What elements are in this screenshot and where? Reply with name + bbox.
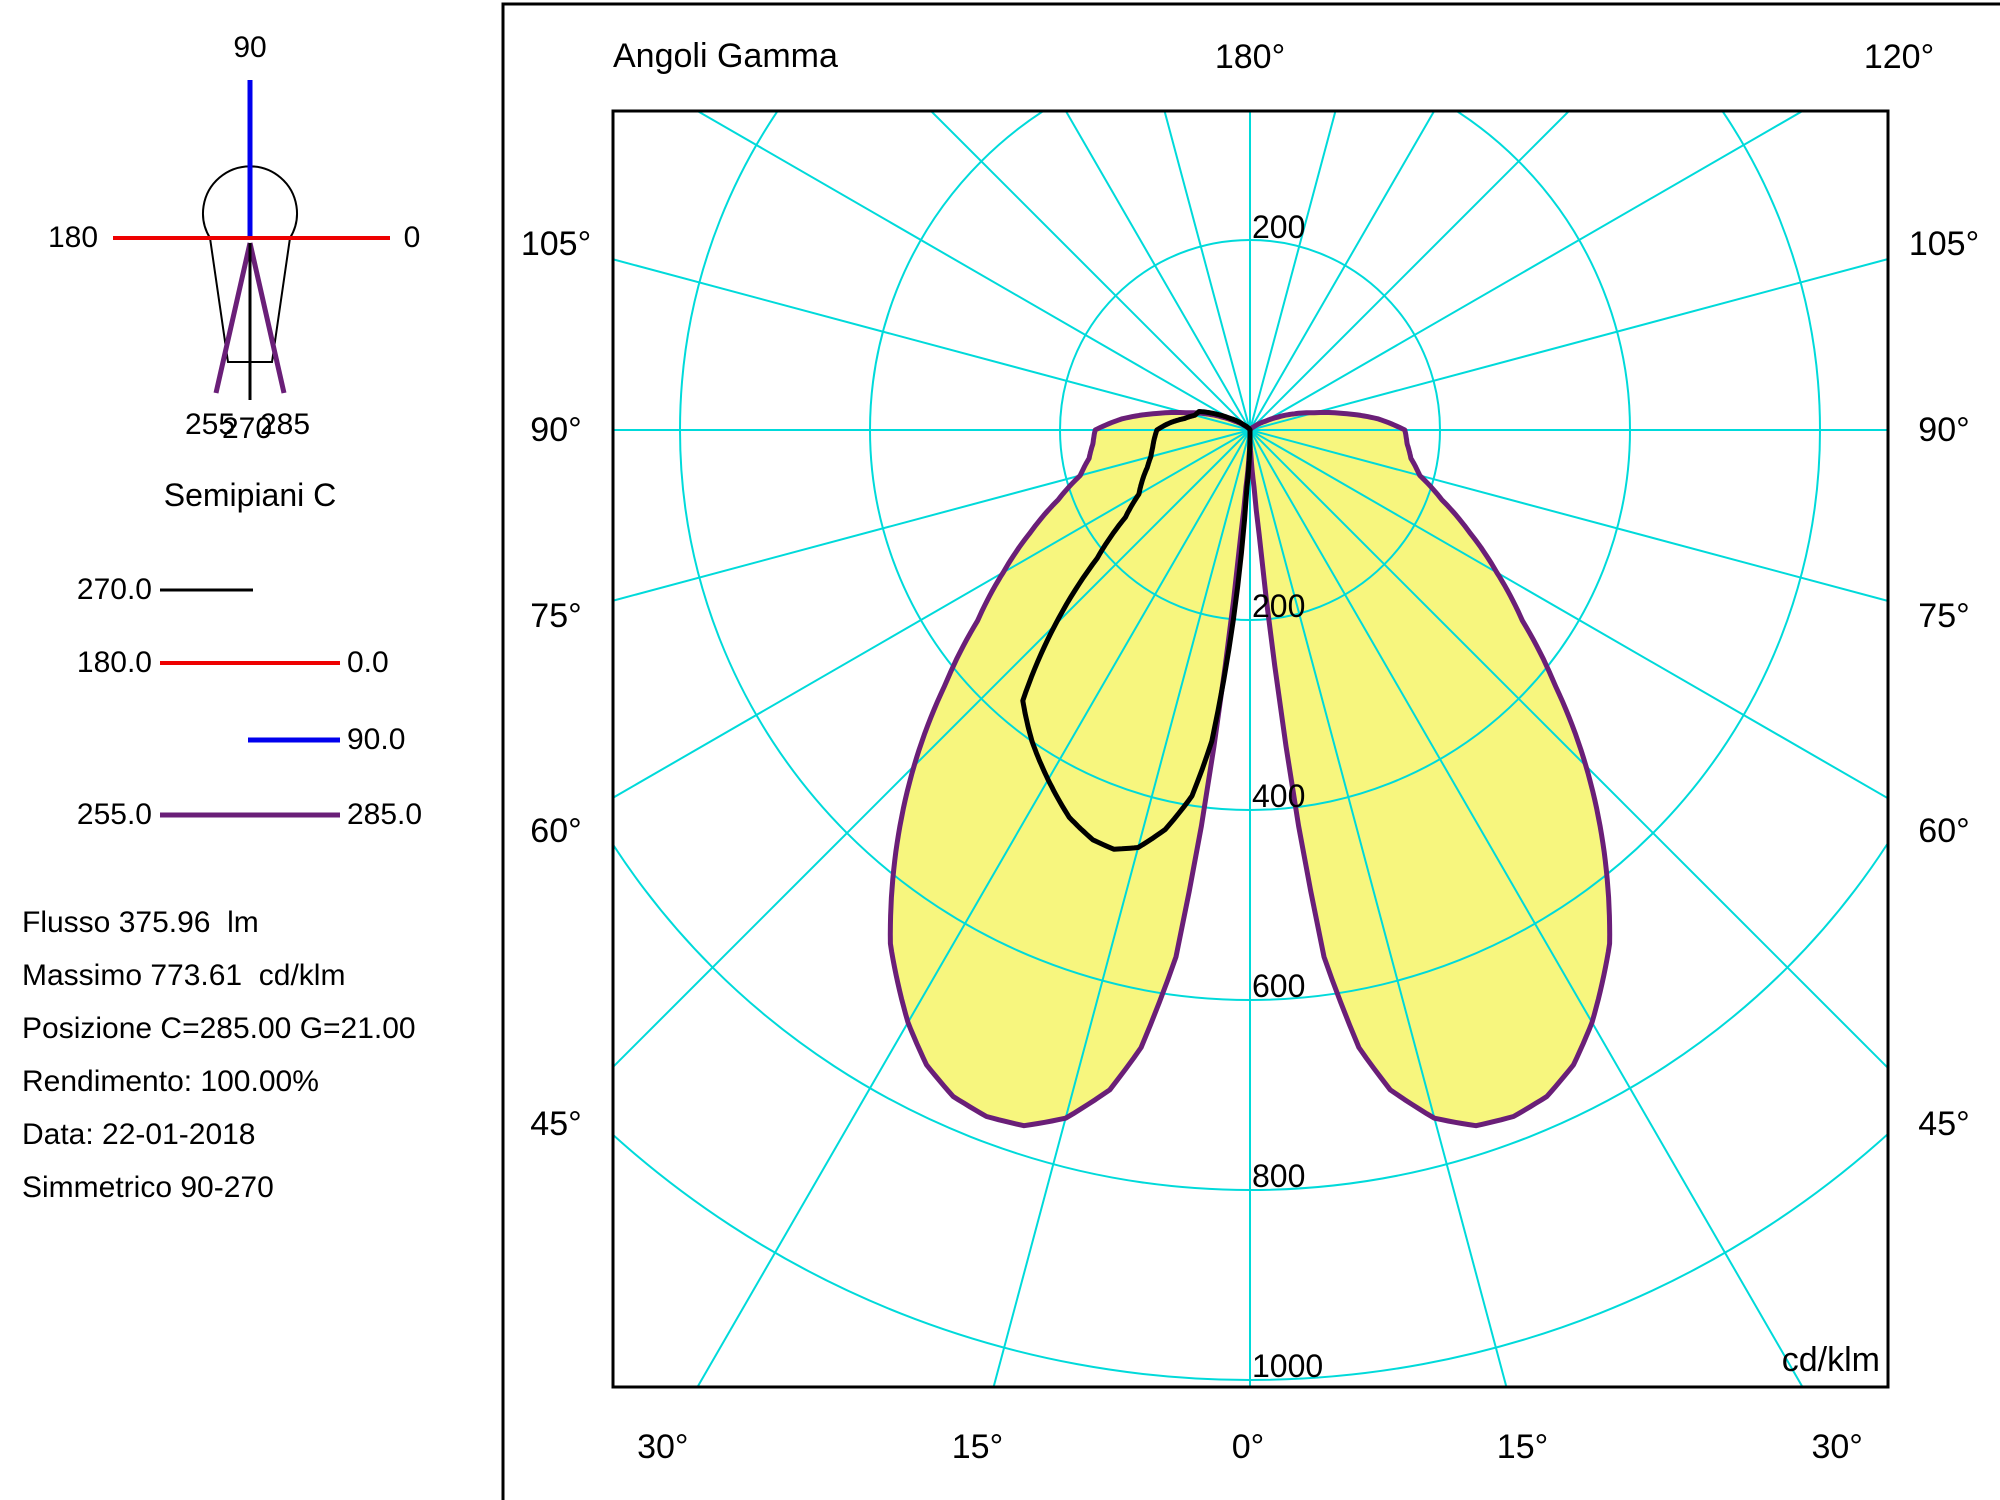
grid-ray xyxy=(614,429,1251,1068)
gamma-label-right-60: 60° xyxy=(1918,811,1970,850)
info-line-2: Posizione C=285.00 G=21.00 xyxy=(22,1012,416,1045)
grid-ray xyxy=(1249,112,1337,431)
c285-axis-line xyxy=(247,242,287,394)
grid-ray xyxy=(697,112,1251,431)
gamma-label-left-60: 60° xyxy=(530,811,582,850)
grid-ray xyxy=(1249,112,1570,431)
grid-ray xyxy=(930,112,1251,431)
info-line-3: Rendimento: 100.00% xyxy=(22,1065,319,1098)
gamma-label-top-120: 120° xyxy=(1863,38,1935,76)
gamma-label-bottom-right-15: 15° xyxy=(1496,1428,1549,1466)
lamp-label-180: 180 xyxy=(47,221,99,254)
lamp-label-270: 270 xyxy=(221,412,273,445)
gamma-label-right-105: 105° xyxy=(1908,225,1980,264)
grid-ray xyxy=(1249,429,1804,1386)
radial-label-200: 200 xyxy=(1252,588,1306,624)
lamp-label-255: 255 xyxy=(184,408,236,441)
gamma-label-bottom-left-15: 15° xyxy=(951,1428,1004,1466)
legend-label-270.0: 270.0 xyxy=(76,573,152,606)
semipiani-title: Semipiani C xyxy=(163,477,337,513)
grid-ray xyxy=(1065,112,1251,431)
legend-label-180.0: 180.0 xyxy=(76,646,152,679)
grid-ray xyxy=(696,429,1251,1386)
gamma-label-left-75: 75° xyxy=(530,596,582,635)
grid-ray xyxy=(1249,258,1887,431)
gamma-label-right-75: 75° xyxy=(1918,596,1970,635)
grid-ray xyxy=(1249,112,1435,431)
unit-label: cd/klm xyxy=(1781,1341,1880,1379)
grid-circle-800 xyxy=(614,842,1887,1191)
gamma-label-bottom-0: 0° xyxy=(1231,1428,1265,1466)
luminaire-symbol xyxy=(113,80,390,400)
grid-ray xyxy=(614,258,1251,431)
legend-label-285.0: 285.0 xyxy=(347,798,423,831)
info-line-4: Data: 22-01-2018 xyxy=(22,1118,256,1151)
c255-axis-line xyxy=(213,242,253,394)
grid-ray xyxy=(1163,112,1251,431)
radial-label-400: 400 xyxy=(1252,778,1306,814)
photometric-info-block: Flusso 375.96 lm Massimo 773.61 cd/klm Pos… xyxy=(22,896,416,1214)
grid-ray xyxy=(614,429,1251,602)
gamma-label-right-45: 45° xyxy=(1918,1105,1970,1143)
legend-label-255.0: 255.0 xyxy=(76,798,152,831)
curve-c270 xyxy=(1020,409,1253,852)
legend-label-90.0: 90.0 xyxy=(347,723,406,756)
plot-border xyxy=(611,109,1890,1389)
legend-label-0.0: 0.0 xyxy=(347,646,389,679)
radial-label-above-200: 200 xyxy=(1252,209,1306,245)
gamma-label-bottom-left-30: 30° xyxy=(637,1428,689,1466)
grid-ray xyxy=(614,429,1251,799)
lamp-label-90: 90 xyxy=(233,31,267,64)
intensity-lobes-fill xyxy=(890,412,1610,1126)
gamma-label-left-90: 90° xyxy=(530,411,582,449)
grid-ray xyxy=(1249,429,1887,602)
gamma-label-right-90: 90° xyxy=(1918,411,1970,449)
grid-ray xyxy=(1249,112,1803,431)
radial-label-800: 800 xyxy=(1252,1158,1306,1194)
grid-ray xyxy=(992,429,1251,1386)
bulb-outline-icon xyxy=(202,165,298,363)
info-line-0: Flusso 375.96 lm xyxy=(22,906,259,939)
gamma-label-top-180: 180° xyxy=(1214,38,1286,76)
radial-label-600: 600 xyxy=(1252,968,1306,1004)
gamma-label-left-45: 45° xyxy=(530,1105,582,1143)
info-line-1: Massimo 773.61 cd/klm xyxy=(22,959,346,992)
lamp-label-0: 0 xyxy=(403,221,421,254)
outer-border xyxy=(501,2,2000,1500)
chart-title: Angoli Gamma xyxy=(613,37,838,75)
gamma-label-left-105: 105° xyxy=(520,225,592,264)
grid-ray xyxy=(1249,429,1508,1386)
info-line-5: Simmetrico 90-270 xyxy=(22,1171,274,1204)
radial-label-1000: 1000 xyxy=(1252,1348,1324,1384)
gamma-label-bottom-right-30: 30° xyxy=(1811,1428,1863,1466)
lamp-label-285: 285 xyxy=(259,408,311,441)
grid-ray xyxy=(1249,429,1887,799)
legend-line-swatches xyxy=(160,588,340,818)
grid-ray xyxy=(1249,429,1887,1069)
